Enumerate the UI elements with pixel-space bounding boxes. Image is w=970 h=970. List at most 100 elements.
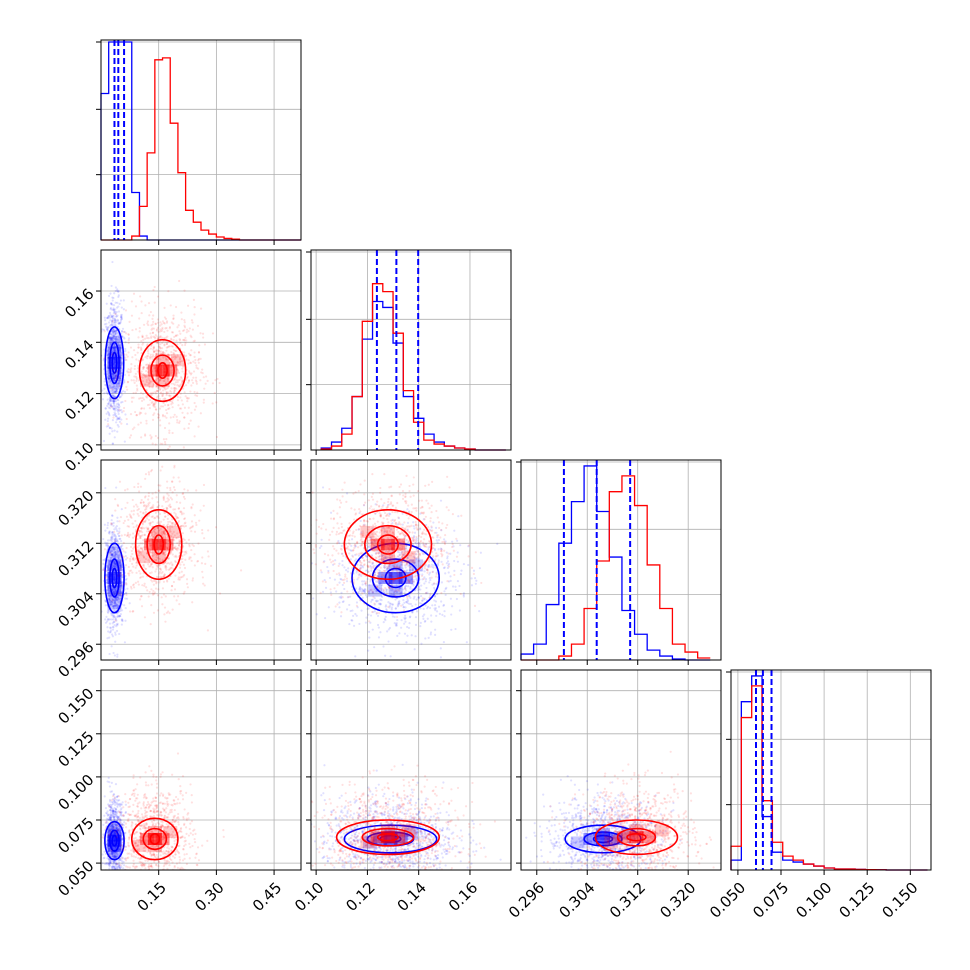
blue-scatter-point — [108, 400, 111, 404]
blue-scatter-point — [118, 893, 120, 895]
red-scatter-point — [141, 358, 145, 361]
blue-scatter-point — [114, 550, 117, 554]
red-scatter-point — [151, 820, 154, 823]
blue-scatter-point — [103, 862, 106, 865]
red-scatter-point — [169, 389, 172, 393]
red-scatter-point — [164, 595, 167, 598]
blue-scatter-point — [108, 858, 111, 861]
red-scatter-point — [158, 380, 161, 383]
blue-scatter-point — [117, 322, 120, 325]
red-scatter-point — [170, 534, 173, 538]
red-scatter-point — [156, 389, 159, 393]
blue-scatter-point — [116, 532, 120, 535]
red-scatter-point — [131, 532, 135, 535]
blue-scatter-point — [119, 368, 122, 371]
red-scatter-point — [156, 566, 159, 569]
blue-scatter-point — [120, 587, 123, 590]
blue-scatter-point — [114, 631, 117, 634]
blue-scatter-point — [114, 592, 117, 596]
blue-scatter-point — [113, 395, 117, 398]
blue-scatter-point — [112, 855, 115, 858]
red-scatter-point — [148, 385, 151, 388]
red-scatter-point — [156, 531, 159, 534]
red-scatter-point — [151, 520, 154, 524]
red-scatter-point — [132, 789, 135, 792]
red-scatter-point — [156, 594, 160, 597]
blue-scatter-point — [114, 864, 117, 867]
red-scatter-point — [175, 874, 177, 876]
blue-scatter-point — [112, 614, 116, 617]
blue-scatter-point — [121, 823, 124, 826]
blue-scatter-point — [105, 302, 108, 305]
red-scatter-point — [187, 426, 190, 430]
blue-scatter-point — [107, 403, 110, 406]
red-scatter-point — [154, 532, 157, 535]
blue-scatter-point — [113, 564, 116, 568]
red-scatter-point — [188, 545, 191, 548]
blue-scatter-point — [108, 551, 112, 554]
blue-scatter-point — [113, 879, 115, 881]
red-scatter-point — [183, 416, 186, 419]
red-scatter-point — [178, 480, 181, 483]
blue-scatter-point — [114, 286, 118, 289]
red-scatter-point — [178, 420, 181, 423]
blue-scatter-point — [116, 398, 119, 402]
blue-scatter-point — [109, 551, 112, 555]
blue-scatter-point — [106, 542, 109, 545]
red-scatter-point — [148, 549, 151, 553]
red-scatter-point — [150, 515, 153, 518]
blue-scatter-point — [121, 823, 124, 826]
blue-scatter-point — [115, 629, 119, 633]
blue-scatter-point — [117, 294, 120, 297]
blue-scatter-point — [118, 805, 122, 808]
red-scatter-point — [167, 385, 170, 388]
red-scatter-point — [143, 373, 146, 377]
blue-scatter-point — [116, 318, 119, 321]
red-scatter-point — [144, 519, 147, 522]
blue-scatter-point — [113, 334, 116, 338]
red-scatter-point — [149, 537, 152, 540]
red-scatter-point — [140, 399, 144, 403]
red-scatter-point — [195, 366, 198, 369]
blue-scatter-point — [120, 568, 123, 571]
blue-scatter-point — [113, 554, 117, 557]
blue-scatter-point — [118, 594, 121, 597]
red-scatter-point — [125, 582, 128, 585]
blue-scatter-point — [106, 526, 109, 530]
red-scatter-point — [115, 376, 118, 380]
blue-scatter-point — [111, 883, 113, 885]
blue-scatter-point — [116, 596, 119, 599]
red-scatter-point — [118, 569, 121, 572]
red-scatter-point — [195, 364, 198, 367]
red-scatter-point — [163, 529, 166, 533]
red-scatter-point — [134, 557, 137, 560]
blue-scatter-point — [122, 336, 126, 339]
red-scatter-point — [150, 344, 153, 347]
blue-scatter-point — [124, 347, 127, 351]
red-scatter-point — [138, 570, 141, 573]
red-scatter-point — [149, 539, 152, 542]
red-scatter-point — [147, 518, 151, 522]
blue-scatter-point — [107, 406, 110, 409]
blue-scatter-point — [113, 548, 116, 551]
blue-scatter-point — [110, 398, 113, 401]
red-scatter-point — [190, 319, 194, 322]
red-scatter-point — [145, 389, 148, 392]
red-scatter-point — [171, 525, 174, 529]
blue-scatter-point — [114, 825, 117, 828]
red-scatter-point — [182, 512, 185, 515]
blue-scatter-point — [110, 878, 112, 880]
blue-scatter-point — [107, 531, 110, 534]
blue-scatter-point — [120, 609, 124, 612]
blue-scatter-point — [114, 335, 117, 338]
red-scatter-point — [202, 398, 205, 401]
blue-scatter-point — [108, 601, 111, 604]
red-scatter-point — [141, 542, 144, 545]
red-scatter-point — [158, 490, 161, 493]
blue-scatter-point — [112, 521, 115, 525]
blue-scatter-point — [113, 379, 116, 382]
blue-scatter-point — [112, 387, 116, 390]
red-scatter-point — [165, 321, 169, 324]
red-scatter-point — [170, 522, 173, 525]
blue-scatter-point — [121, 856, 124, 859]
